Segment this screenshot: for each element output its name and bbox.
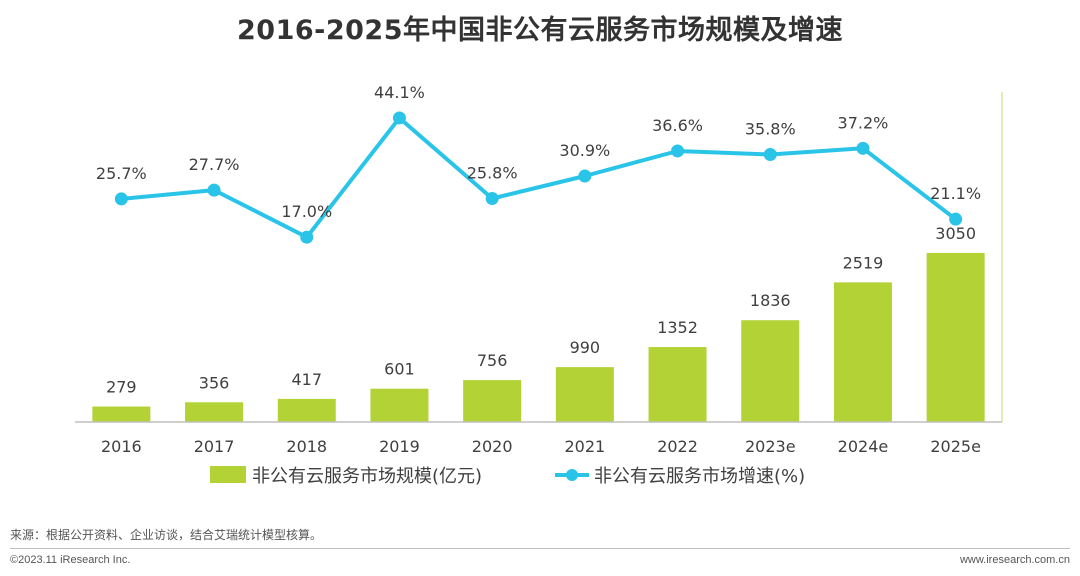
bar-2016 xyxy=(92,406,151,422)
x-tick-2023e: 2023e xyxy=(745,437,796,456)
bar-label-2019: 601 xyxy=(384,360,415,379)
bar-2021 xyxy=(555,367,614,422)
bar-2017 xyxy=(185,402,244,422)
growth-point-2020 xyxy=(485,191,499,205)
growth-point-2025e xyxy=(949,212,963,226)
growth-label-2018: 17.0% xyxy=(281,202,332,221)
website: www.iresearch.com.cn xyxy=(959,554,1070,566)
growth-label-2022: 36.6% xyxy=(652,116,703,135)
growth-series-line xyxy=(121,116,957,240)
bar-2019 xyxy=(370,388,429,422)
bar-label-2021: 990 xyxy=(570,338,601,357)
bar-label-2023e: 1836 xyxy=(750,291,791,310)
growth-point-2023e xyxy=(763,147,777,161)
bar-2025e xyxy=(926,252,985,422)
x-tick-2016: 2016 xyxy=(101,437,142,456)
growth-point-2022 xyxy=(671,144,685,158)
x-tick-2021: 2021 xyxy=(564,437,605,456)
growth-label-2021: 30.9% xyxy=(559,141,610,160)
legend-line-label: 非公有云服务市场增速(%) xyxy=(594,466,805,487)
growth-label-2019: 44.1% xyxy=(374,83,425,102)
growth-point-2018 xyxy=(300,230,314,244)
copyright: ©2023.11 iResearch Inc. xyxy=(10,554,131,566)
x-tick-2024e: 2024e xyxy=(838,437,889,456)
bar-2020 xyxy=(463,380,522,422)
x-tick-2019: 2019 xyxy=(379,437,420,456)
growth-label-2023e: 35.8% xyxy=(745,119,796,138)
bar-2022 xyxy=(648,347,707,422)
x-tick-2017: 2017 xyxy=(194,437,235,456)
bar-2024e xyxy=(833,282,892,422)
legend-bar-label: 非公有云服务市场规模(亿元) xyxy=(252,466,482,487)
growth-label-2024e: 37.2% xyxy=(838,113,889,132)
bar-label-2016: 279 xyxy=(106,378,137,397)
growth-point-2021 xyxy=(578,169,592,183)
legend-bar-swatch xyxy=(210,466,246,483)
growth-point-2019 xyxy=(392,111,406,125)
bar-label-2017: 356 xyxy=(199,373,230,392)
bar-2018 xyxy=(277,398,336,422)
chart-title: 2016-2025年中国非公有云服务市场规模及增速 xyxy=(237,15,843,46)
x-tick-2020: 2020 xyxy=(472,437,513,456)
growth-point-2016 xyxy=(114,192,128,206)
x-tick-2018: 2018 xyxy=(286,437,327,456)
footer-divider xyxy=(10,548,1070,549)
x-tick-2025e: 2025e xyxy=(930,437,981,456)
growth-label-2017: 27.7% xyxy=(189,155,240,174)
bar-label-2022: 1352 xyxy=(657,318,698,337)
bar-label-2018: 417 xyxy=(291,370,322,389)
source-note: 来源：根据公开资料、企业访谈，结合艾瑞统计模型核算。 xyxy=(10,528,323,542)
growth-point-2017 xyxy=(207,183,221,197)
legend-line-marker xyxy=(566,469,578,481)
growth-point-2024e xyxy=(856,141,870,155)
growth-label-2016: 25.7% xyxy=(96,164,147,183)
growth-label-2020: 25.8% xyxy=(467,163,518,182)
bar-label-2024e: 2519 xyxy=(843,253,884,272)
x-tick-2022: 2022 xyxy=(657,437,698,456)
growth-label-2025e: 21.1% xyxy=(930,184,981,203)
chart-canvas: 279 356 417 601 756 990 1352 1836 2519 3050 2016 2… xyxy=(75,83,1003,487)
bar-label-2025e: 3050 xyxy=(935,224,976,243)
bar-label-2020: 756 xyxy=(477,351,508,370)
bar-2023e xyxy=(741,320,800,422)
